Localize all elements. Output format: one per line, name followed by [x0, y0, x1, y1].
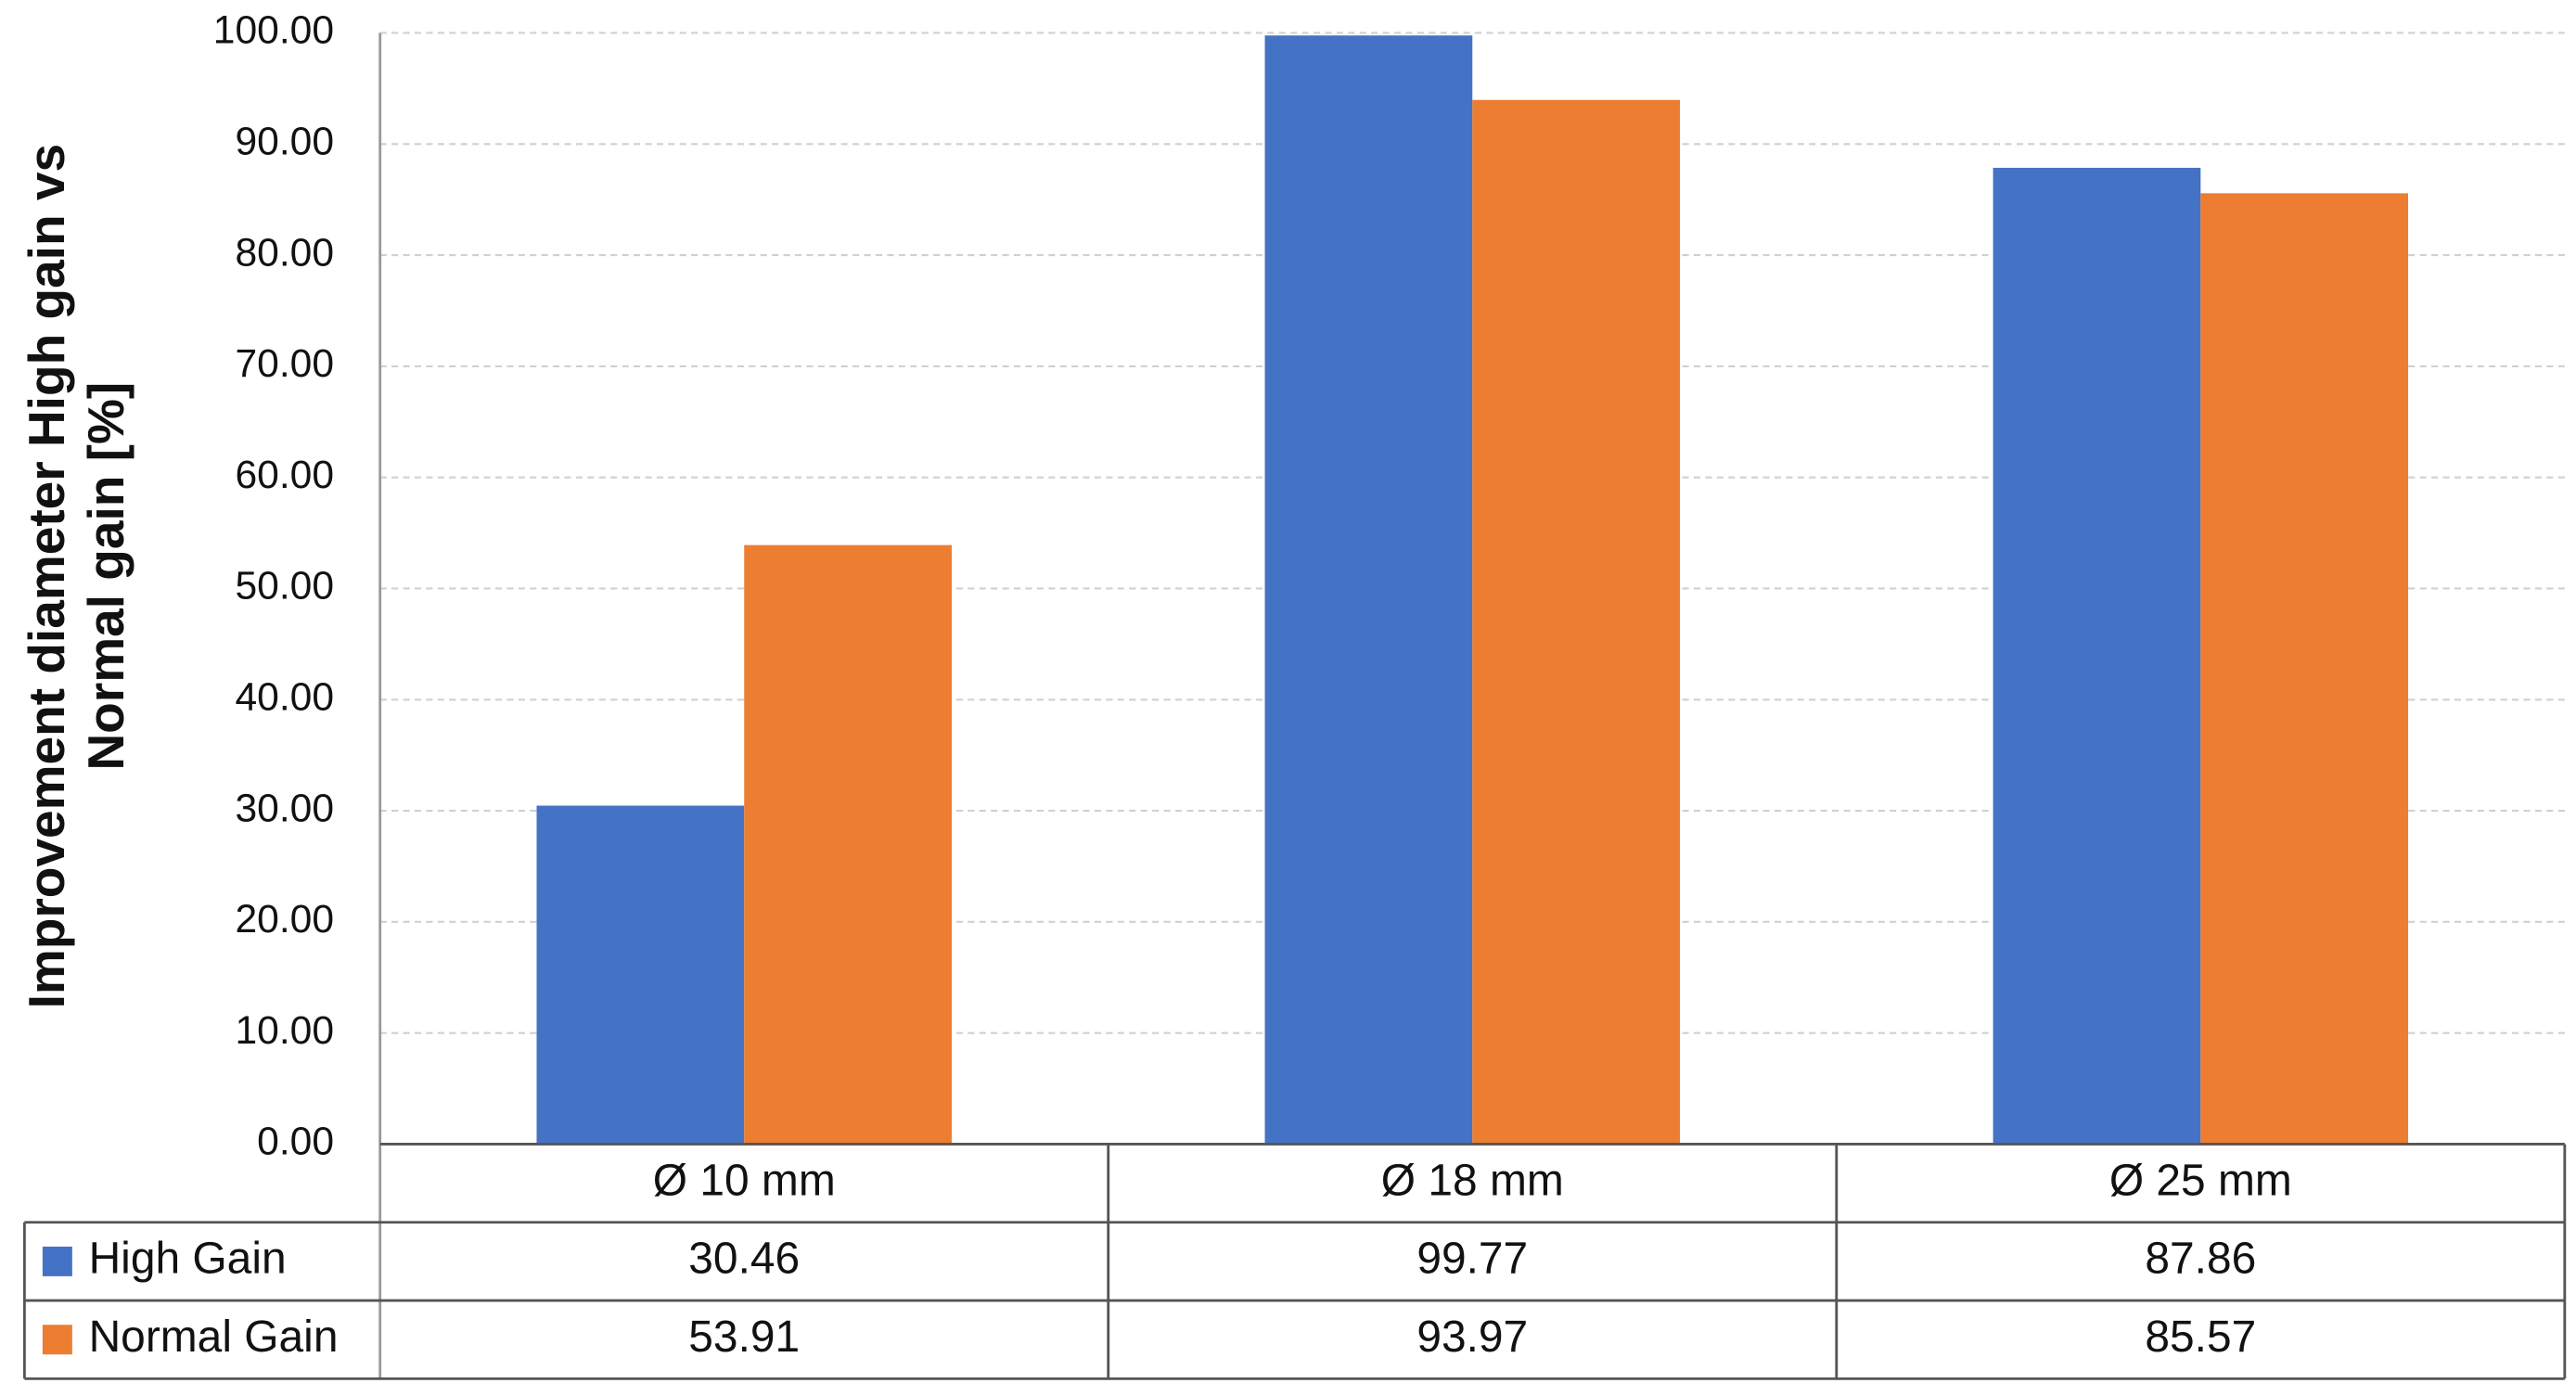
- data-label: 53.91: [688, 1313, 800, 1362]
- data-label: 30.46: [688, 1235, 800, 1284]
- x-tick-label: Ø 10 mm: [653, 1156, 836, 1205]
- legend-label: High Gain: [89, 1235, 287, 1284]
- y-tick-label: 90.00: [235, 120, 334, 164]
- y-tick-label: 10.00: [235, 1008, 334, 1053]
- legend-label: Normal Gain: [89, 1313, 339, 1362]
- bar: [1993, 167, 2201, 1145]
- y-axis-title: Improvement diameter High gain vs Normal…: [18, 143, 135, 1009]
- data-label: 99.77: [1416, 1235, 1528, 1284]
- y-tick-label: 80.00: [235, 230, 334, 275]
- y-tick-label: 40.00: [235, 675, 334, 720]
- y-tick-label: 100.00: [213, 8, 334, 53]
- bar: [2200, 193, 2409, 1145]
- bar: [1264, 35, 1473, 1145]
- bar: [536, 805, 745, 1145]
- x-tick-label: Ø 18 mm: [1381, 1156, 1564, 1205]
- bar: [744, 544, 952, 1145]
- x-tick-label: Ø 25 mm: [2109, 1156, 2292, 1205]
- y-tick-label: 60.00: [235, 453, 334, 497]
- y-axis-title-box: Improvement diameter High gain vs Normal…: [18, 143, 135, 1009]
- y-tick-label: 70.00: [235, 341, 334, 386]
- y-tick-label: 20.00: [235, 897, 334, 941]
- data-label: 93.97: [1416, 1313, 1528, 1362]
- y-tick-label: 0.00: [257, 1120, 334, 1164]
- data-label: 87.86: [2145, 1235, 2256, 1284]
- legend-key: [42, 1246, 72, 1276]
- y-tick-label: 50.00: [235, 564, 334, 608]
- y-tick-label: 30.00: [235, 786, 334, 830]
- legend-key: [42, 1325, 72, 1355]
- bar: [1472, 99, 1681, 1145]
- data-label: 85.57: [2145, 1313, 2256, 1362]
